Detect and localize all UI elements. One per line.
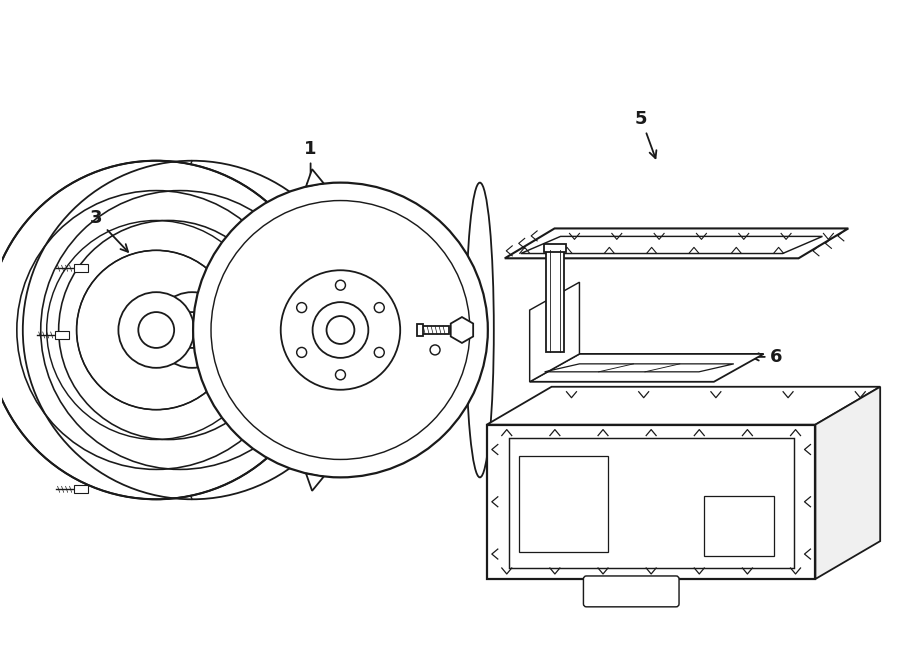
Circle shape xyxy=(374,303,384,313)
Polygon shape xyxy=(505,229,849,258)
Circle shape xyxy=(374,348,384,358)
Circle shape xyxy=(175,312,210,348)
Circle shape xyxy=(0,161,326,499)
Bar xyxy=(74,485,87,493)
Polygon shape xyxy=(815,387,880,579)
Text: 6: 6 xyxy=(752,348,783,366)
Bar xyxy=(518,457,608,552)
Polygon shape xyxy=(487,424,815,579)
Ellipse shape xyxy=(466,182,494,477)
Circle shape xyxy=(139,312,175,348)
Circle shape xyxy=(194,182,488,477)
Polygon shape xyxy=(451,317,473,343)
Polygon shape xyxy=(530,354,764,382)
FancyBboxPatch shape xyxy=(583,576,679,607)
Circle shape xyxy=(119,292,194,368)
Text: 4: 4 xyxy=(623,410,637,437)
Circle shape xyxy=(336,280,346,290)
Text: 2: 2 xyxy=(445,286,461,316)
Polygon shape xyxy=(530,282,580,382)
Polygon shape xyxy=(306,169,324,186)
Bar xyxy=(421,326,449,334)
Circle shape xyxy=(336,370,346,380)
Bar xyxy=(545,251,563,352)
Bar xyxy=(74,264,87,272)
Circle shape xyxy=(327,316,355,344)
Circle shape xyxy=(297,348,307,358)
Bar xyxy=(55,331,68,339)
Bar xyxy=(704,496,774,556)
Polygon shape xyxy=(306,473,324,491)
Text: 1: 1 xyxy=(304,139,317,191)
Circle shape xyxy=(154,292,230,368)
Circle shape xyxy=(297,303,307,313)
Text: 3: 3 xyxy=(90,210,128,252)
Polygon shape xyxy=(487,387,880,424)
Bar xyxy=(544,245,565,253)
Text: 5: 5 xyxy=(634,110,656,158)
Circle shape xyxy=(430,345,440,355)
Bar xyxy=(417,324,423,336)
